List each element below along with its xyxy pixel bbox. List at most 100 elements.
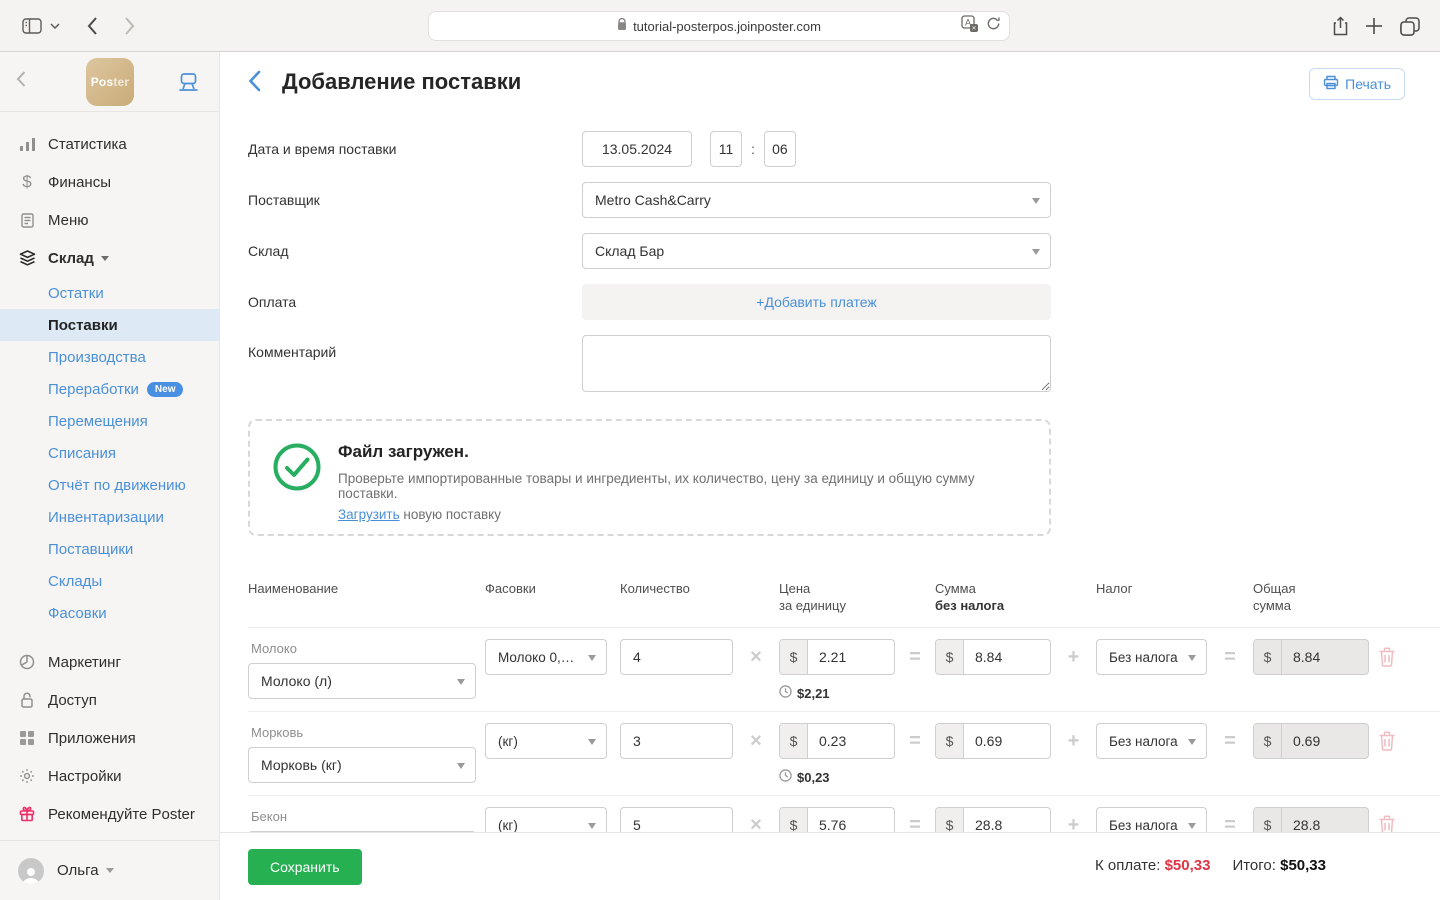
sidebar-item-label: Доступ	[48, 691, 97, 709]
save-button[interactable]: Сохранить	[248, 849, 362, 885]
comment-textarea[interactable]	[582, 335, 1051, 392]
sidebar-item-menu[interactable]: Меню	[0, 201, 219, 239]
user-name: Ольга	[57, 862, 99, 879]
dollar-icon: $	[22, 172, 32, 191]
sidebar-item-leftovers[interactable]: Остатки	[48, 284, 104, 302]
product-name-label: Морковь	[251, 725, 304, 740]
sidebar-item-access[interactable]: Доступ	[0, 681, 219, 719]
sum-input[interactable]	[964, 724, 1050, 758]
chevron-down-icon	[457, 679, 465, 685]
price-history: $2,21	[779, 685, 895, 701]
hour-input[interactable]	[710, 131, 742, 167]
page-header: Добавление поставки Печать	[220, 52, 1440, 112]
print-button[interactable]: Печать	[1309, 68, 1405, 100]
sum-input[interactable]	[964, 640, 1050, 674]
tax-select[interactable]: Без налога	[1096, 639, 1207, 675]
sidebar-toggle-icon[interactable]	[20, 14, 44, 38]
main-content: Добавление поставки Печать Дата и время …	[220, 52, 1440, 900]
delete-row-icon[interactable]	[1367, 807, 1407, 835]
sidebar-item-productions[interactable]: Производства	[48, 348, 146, 366]
comment-label: Комментарий	[248, 344, 337, 360]
sidebar-item-settings[interactable]: Настройки	[0, 757, 219, 795]
bar-chart-icon	[18, 137, 36, 151]
lock-icon	[617, 17, 627, 34]
price-input[interactable]	[808, 640, 894, 674]
url-text: tutorial-posterpos.joinposter.com	[633, 18, 821, 34]
col-tax: Налог	[1096, 581, 1133, 596]
reload-icon[interactable]	[986, 16, 1001, 34]
product-select[interactable]: Молоко (л)	[248, 663, 476, 699]
form-row-warehouse: Склад Склад Бар	[248, 233, 1051, 269]
back-icon[interactable]	[248, 70, 261, 97]
sidebar-item-supplies[interactable]: Поставки	[0, 309, 219, 341]
user-menu[interactable]: Ольга	[0, 840, 219, 900]
pie-chart-icon	[18, 654, 36, 670]
sidebar-item-applications[interactable]: Приложения	[0, 719, 219, 757]
sidebar-item-warehouses[interactable]: Склады	[48, 572, 103, 590]
sidebar-item-writeoffs[interactable]: Списания	[48, 444, 116, 462]
total-input-group: $	[1253, 639, 1369, 675]
product-select[interactable]: Морковь (кг)	[248, 747, 476, 783]
form-row-supplier: Поставщик Metro Cash&Carry	[248, 182, 1051, 218]
tabs-overview-icon[interactable]	[1398, 14, 1422, 38]
col-sum: Сумма без налога	[935, 581, 1005, 613]
quantity-input[interactable]	[620, 723, 733, 759]
col-price: Цена за единицу	[779, 581, 846, 613]
sidebar-item-processing[interactable]: Переработки New	[0, 373, 219, 405]
file-uploaded-notice: Файл загружен. Проверьте импортированные…	[248, 419, 1051, 536]
add-payment-link[interactable]: +Добавить платеж	[756, 294, 877, 310]
tax-select[interactable]: Без налога	[1096, 723, 1207, 759]
packing-select[interactable]: (кг)	[485, 723, 607, 759]
translate-icon[interactable]: A ✕	[961, 15, 978, 35]
notice-title: Файл загружен.	[338, 442, 469, 461]
sidebar-item-label: Статистика	[48, 135, 127, 153]
supplier-select[interactable]: Metro Cash&Carry	[582, 182, 1051, 218]
back-icon[interactable]	[80, 14, 104, 38]
sidebar-item-recommend-poster[interactable]: Рекомендуйте Poster	[0, 795, 219, 833]
sidebar-collapse-icon[interactable]	[16, 71, 26, 92]
sidebar-item-warehouse[interactable]: Склад	[0, 239, 219, 277]
product-name-label: Бекон	[251, 809, 288, 824]
packing-select[interactable]: Молоко 0,…	[485, 639, 607, 675]
plus-operator: +	[1067, 730, 1080, 752]
date-input[interactable]	[582, 131, 692, 167]
sidebar-item-label: Рекомендуйте Poster	[48, 805, 195, 823]
price-history: $0,23	[779, 769, 895, 785]
chevron-down-icon[interactable]	[48, 14, 62, 38]
layers-icon	[18, 250, 36, 266]
currency-prefix: $	[936, 724, 964, 758]
share-icon[interactable]	[1328, 14, 1352, 38]
forward-icon[interactable]	[117, 14, 141, 38]
sidebar-item-inventories[interactable]: Инвентаризации	[48, 508, 164, 526]
pos-terminal-icon[interactable]	[178, 73, 199, 97]
sidebar-item-transfers[interactable]: Перемещения	[48, 412, 148, 430]
delete-row-icon[interactable]	[1367, 723, 1407, 751]
notice-body: Проверьте импортированные товары и ингре…	[338, 471, 975, 501]
avatar	[18, 857, 44, 884]
sidebar-item-finance[interactable]: $ Финансы	[0, 163, 219, 201]
sidebar-item-packings[interactable]: Фасовки	[48, 604, 107, 622]
form-footer: Сохранить К оплате: $50,33 Итого: $50,33	[220, 832, 1440, 900]
lock-open-icon	[18, 692, 36, 708]
sidebar-item-movement-report[interactable]: Отчёт по движению	[48, 476, 186, 494]
sidebar-item-suppliers[interactable]: Поставщики	[48, 540, 134, 558]
minute-input[interactable]	[763, 131, 796, 167]
chevron-down-icon	[100, 255, 109, 261]
price-input-group: $	[779, 639, 895, 675]
delete-row-icon[interactable]	[1367, 639, 1407, 667]
sidebar-item-statistics[interactable]: Статистика	[0, 125, 219, 163]
table-row: Молоко Молоко (л) Молоко 0,… × $ $2,21 =…	[248, 628, 1440, 712]
new-tab-icon[interactable]	[1362, 14, 1386, 38]
price-input[interactable]	[808, 724, 894, 758]
quantity-input[interactable]	[620, 639, 733, 675]
check-circle-icon	[272, 442, 322, 534]
poster-logo[interactable]: Pos ter	[86, 58, 134, 106]
col-packing: Фасовки	[485, 581, 536, 596]
warehouse-select[interactable]: Склад Бар	[582, 233, 1051, 269]
address-bar[interactable]: tutorial-posterpos.joinposter.com A ✕	[428, 11, 1010, 41]
upload-new-supply-link[interactable]: Загрузить	[338, 507, 400, 522]
browser-toolbar: tutorial-posterpos.joinposter.com A ✕	[0, 0, 1440, 52]
equals-operator: =	[1224, 814, 1236, 836]
sidebar-item-marketing[interactable]: Маркетинг	[0, 643, 219, 681]
chevron-down-icon	[588, 655, 596, 661]
